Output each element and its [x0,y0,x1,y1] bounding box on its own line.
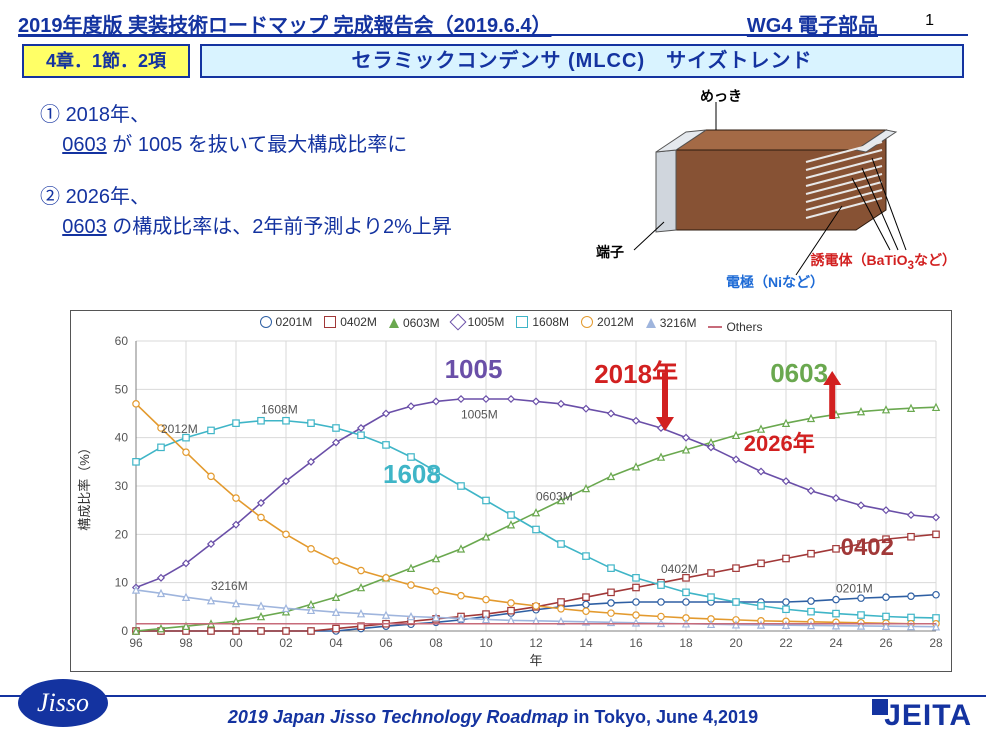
svg-text:02: 02 [279,636,293,650]
svg-text:98: 98 [179,636,193,650]
header-title: 2019年度版 実装技術ロードマップ 完成報告会（2019.6.4） [18,9,551,38]
svg-text:0402M: 0402M [661,562,698,576]
bullet-num-2: ② [40,186,60,208]
bullet-num-1: ① [40,104,60,126]
legend-item: 2012M [581,315,634,329]
svg-text:10: 10 [479,636,493,650]
svg-text:96: 96 [129,636,143,650]
svg-text:18: 18 [679,636,693,650]
svg-text:1608M: 1608M [261,403,298,417]
mlcc-label-plating: めっき [700,86,742,106]
size-trend-chart: 0201M 0402M 0603M 1005M 1608M 2012M 3216M Other… [70,310,952,672]
bullet-list: ① 2018年、 0603 が 1005 を抜いて最大構成比率に ② 2026年… [40,100,600,242]
svg-text:2012M: 2012M [161,422,198,436]
bullet-1: ① 2018年、 0603 が 1005 を抜いて最大構成比率に [40,100,600,160]
svg-text:22: 22 [779,636,793,650]
mlcc-label-dielectric: 誘電体（BaTiO3など） [811,250,956,272]
mlcc-label-terminal: 端子 [596,242,624,262]
svg-text:06: 06 [379,636,393,650]
svg-text:1005M: 1005M [461,407,498,421]
svg-text:50: 50 [115,382,129,396]
svg-text:3216M: 3216M [211,579,248,593]
footer-plain: in Tokyo, June 4,2019 [568,707,758,727]
legend-item: 0402M [324,315,377,329]
svg-text:00: 00 [229,636,243,650]
svg-text:60: 60 [115,334,129,348]
slide-title: セラミックコンデンサ (MLCC) サイズトレンド [200,44,964,78]
bullet-2-rest: の構成比率は、2年前予測より2%上昇 [107,216,452,238]
mlcc-label-electrode: 電極（Niなど） [726,272,824,292]
bullet-1-key: 0603 [62,134,107,156]
bullet-1-year: 2018年、 [66,104,151,126]
legend-item: 3216M [646,316,697,330]
bullet-2-year: 2026年、 [66,186,151,208]
svg-text:04: 04 [329,636,343,650]
bullet-2: ② 2026年、 0603 の構成比率は、2年前予測より2%上昇 [40,182,600,242]
footer-italic: 2019 Japan Jisso Technology Roadmap [228,707,568,727]
svg-text:0201M: 0201M [836,581,873,595]
legend-item: 0201M [260,315,313,329]
bullet-2-key: 0603 [62,216,107,238]
chart-legend: 0201M 0402M 0603M 1005M 1608M 2012M 3216M Other… [71,315,951,334]
svg-text:24: 24 [829,636,843,650]
svg-text:10: 10 [115,576,129,590]
jeita-logo: JEITA [872,699,972,733]
svg-text:20: 20 [115,527,129,541]
svg-text:年: 年 [529,653,542,668]
bullet-1-rest: が 1005 を抜いて最大構成比率に [107,134,408,156]
header-wg: WG4 電子部品 [747,9,878,38]
svg-text:構成比率（%）: 構成比率（%） [77,441,92,531]
chart-svg: 0 10 20 30 40 50 60 96 98 00 02 04 06 08 10 12 14 16 18 20 2… [71,311,951,671]
legend-item: 1005M [452,315,505,329]
svg-text:12: 12 [529,636,543,650]
footer: 2019 Japan Jisso Technology Roadmap in T… [0,695,986,737]
jisso-logo: Jisso [18,679,108,727]
legend-item: 0603M [389,316,440,330]
svg-text:08: 08 [429,636,443,650]
section-label: 4章．1節．2項 [22,44,190,78]
svg-text:0603M: 0603M [536,490,573,504]
svg-text:20: 20 [729,636,743,650]
header-bar: 2019年度版 実装技術ロードマップ 完成報告会（2019.6.4） WG4 電… [18,8,968,36]
svg-text:30: 30 [115,479,129,493]
svg-text:0: 0 [121,624,128,638]
svg-text:16: 16 [629,636,643,650]
mlcc-diagram: めっき 端子 誘電体（BaTiO3など） 電極（Niなど） [596,90,946,290]
svg-text:28: 28 [929,636,943,650]
page-number: 1 [925,12,934,30]
svg-text:14: 14 [579,636,593,650]
legend-item: 1608M [516,315,569,329]
svg-text:40: 40 [115,431,129,445]
svg-text:26: 26 [879,636,893,650]
legend-item: Others [708,320,762,334]
